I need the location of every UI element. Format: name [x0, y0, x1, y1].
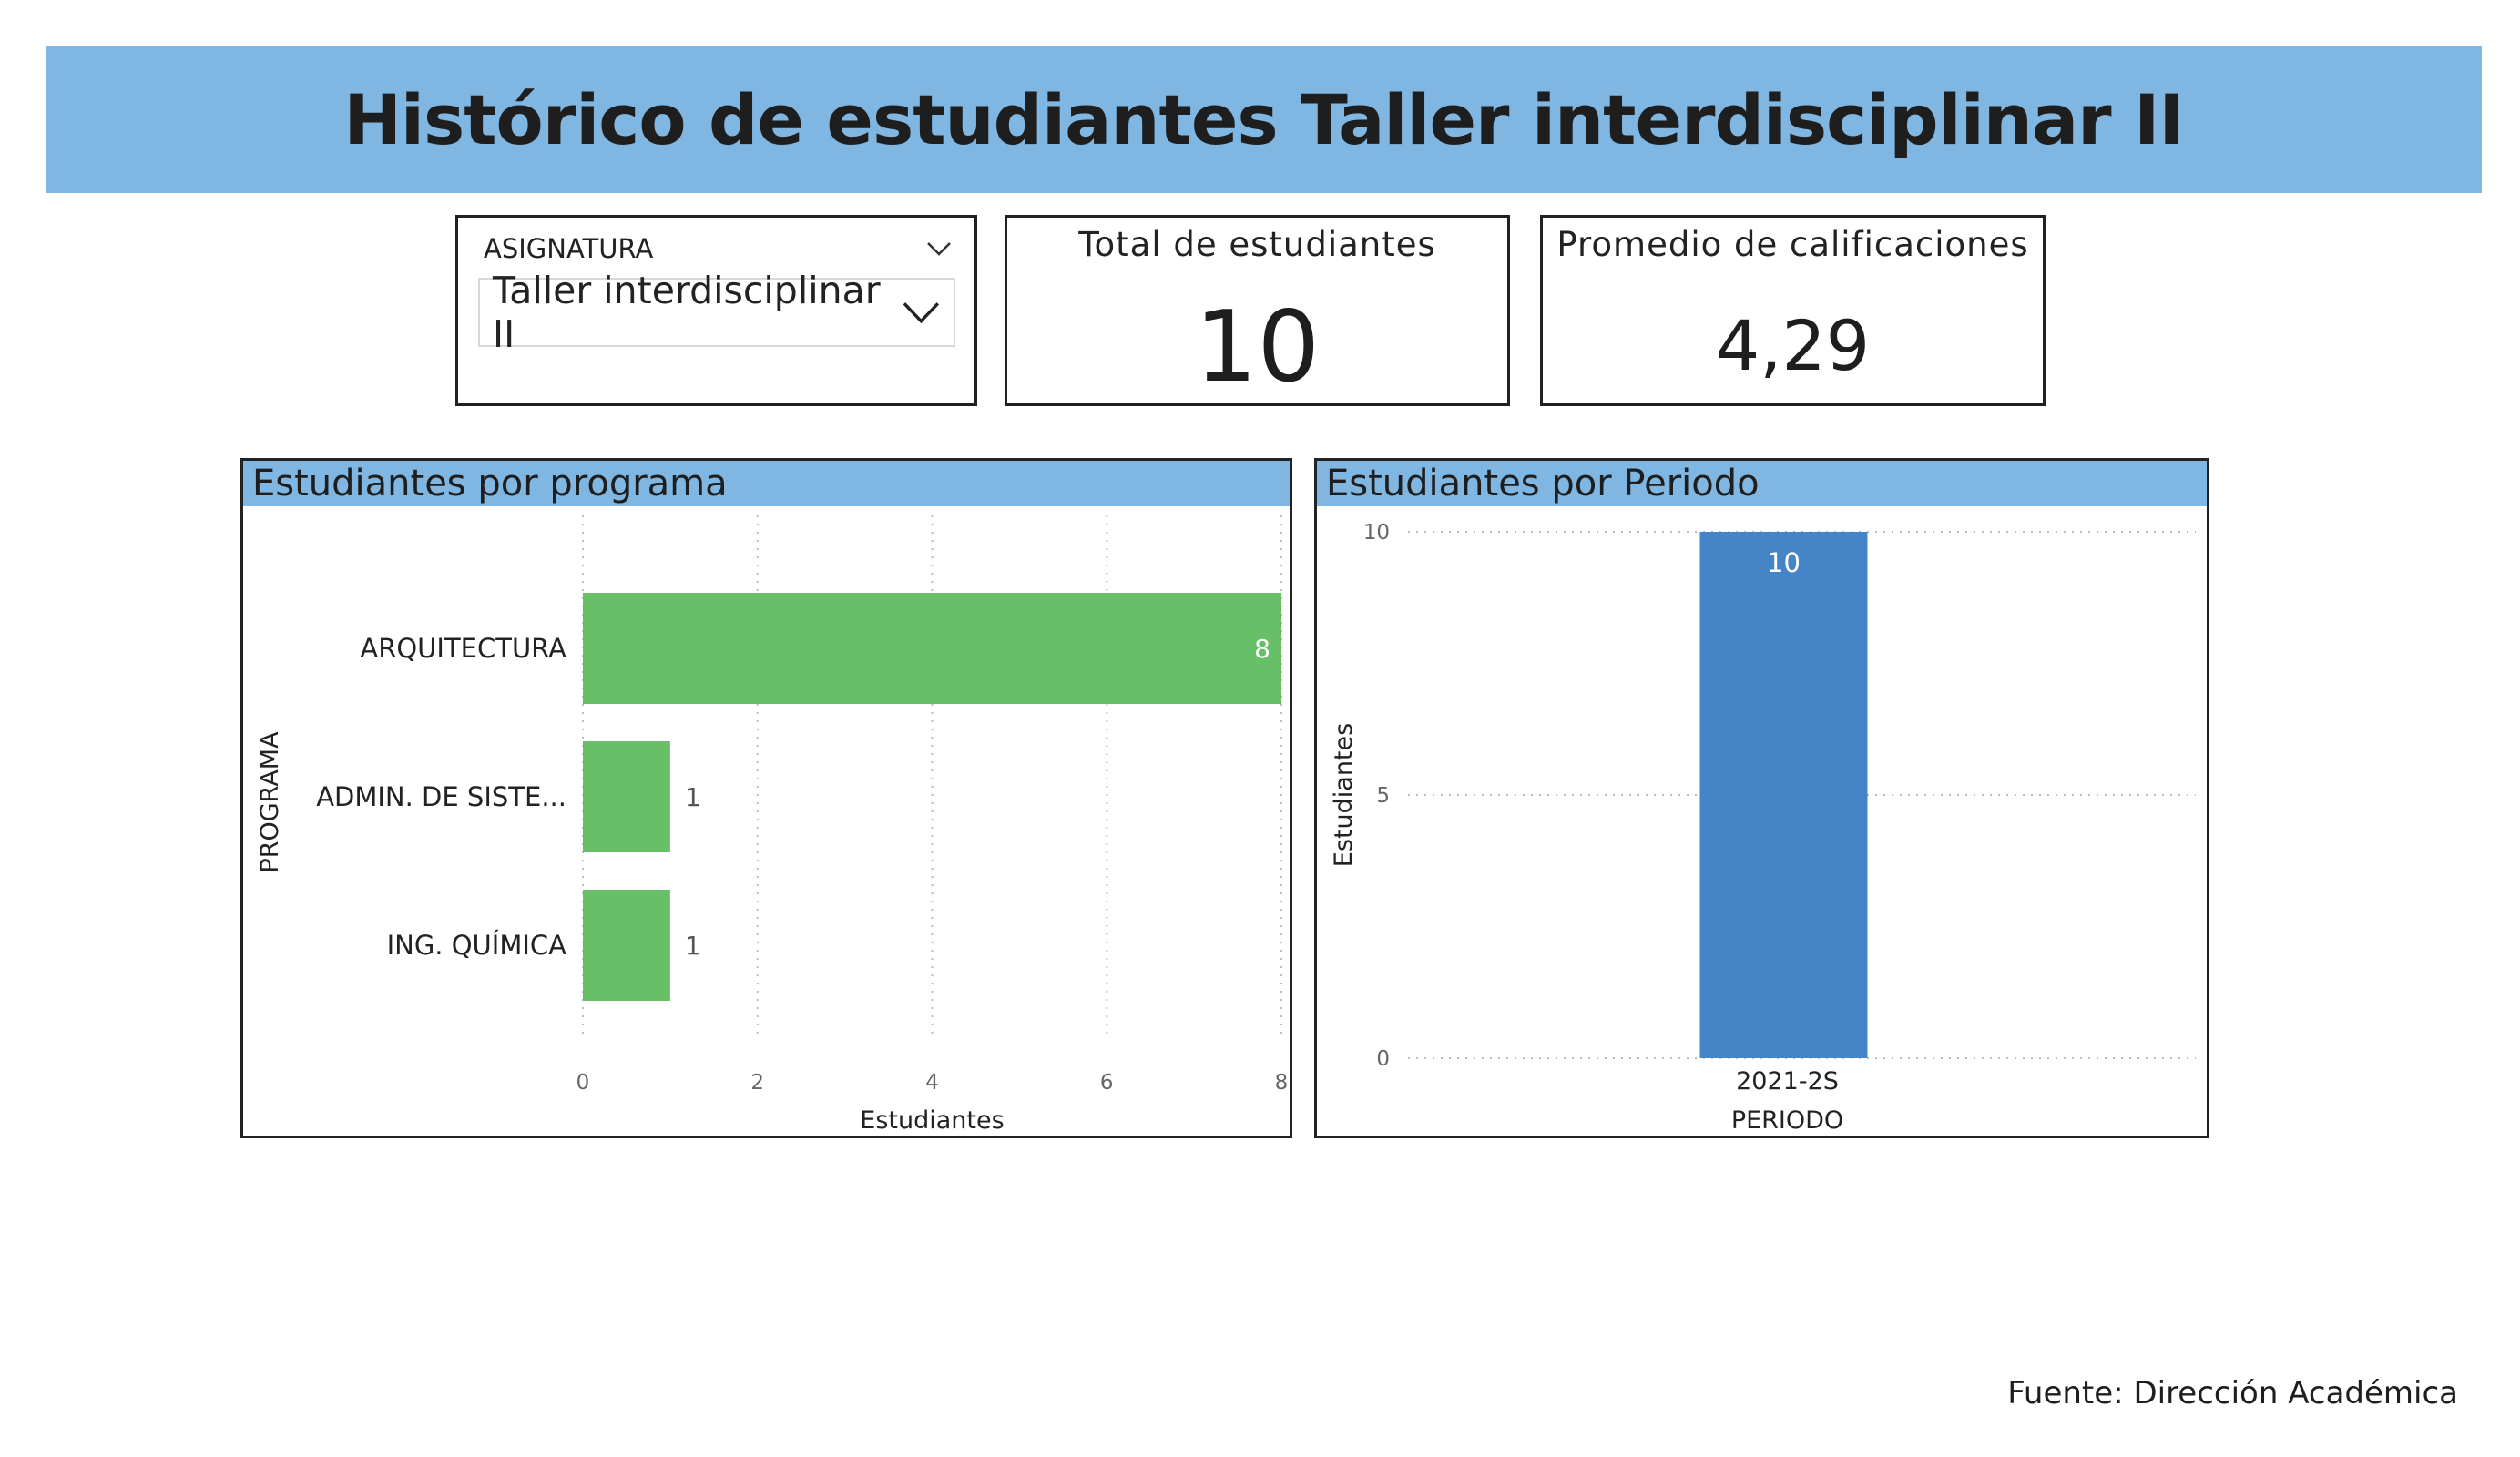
slicer-header[interactable]: ASIGNATURA	[484, 230, 953, 267]
x-tick-label: 8	[1275, 1071, 1289, 1095]
x-axis-title: PERIODO	[1731, 1106, 1843, 1135]
average-grade-value: 4,29	[1715, 305, 1871, 386]
total-students-card: Total de estudiantes 10	[1005, 215, 1510, 406]
slicer-dropdown[interactable]: Taller interdisciplinar II	[478, 269, 955, 356]
periodo-panel-title: Estudiantes por Periodo	[1317, 461, 2207, 506]
source-footer: Fuente: Dirección Académica	[2007, 1375, 2458, 1411]
asignatura-slicer: ASIGNATURA Taller interdisciplinar II	[455, 215, 977, 406]
y-tick-label: 5	[1376, 784, 1390, 808]
x-tick-label: 2	[750, 1071, 764, 1095]
page-title: Histórico de estudiantes Taller interdis…	[343, 78, 2184, 160]
y-axis-title: Estudiantes	[1330, 723, 1358, 867]
periodo-column-chart: 0 5 10 10 2021-2S PERIODO Estudiantes	[1330, 521, 2196, 1135]
x-tick-label: 6	[1100, 1071, 1114, 1095]
data-label: 1	[685, 931, 701, 961]
category-label: ING. QUÍMICA	[387, 930, 567, 961]
chevron-down-icon[interactable]	[925, 239, 953, 258]
x-axis-title: Estudiantes	[860, 1106, 1004, 1135]
slicer-selected-value: Taller interdisciplinar II	[493, 269, 881, 356]
bar[interactable]	[583, 890, 670, 1001]
category-label: 2021-2S	[1736, 1067, 1839, 1095]
data-label: 8	[1254, 634, 1270, 664]
title-banner: Histórico de estudiantes Taller interdis…	[46, 46, 2482, 193]
x-tick-label: 0	[576, 1071, 590, 1095]
category-label: ARQUITECTURA	[360, 633, 566, 664]
bar[interactable]	[583, 593, 1281, 704]
average-grade-label: Promedio de calificaciones	[1556, 225, 2029, 264]
bar[interactable]	[1699, 532, 1868, 1058]
total-students-value: 10	[1194, 290, 1321, 404]
x-tick-label: 4	[925, 1071, 939, 1095]
y-tick-label: 10	[1363, 521, 1390, 545]
programa-bar-chart: 0 2 4 6 8 ARQUITECTURA 8 ADMIN. DE SISTE... 1 ING…	[256, 515, 1289, 1135]
total-students-label: Total de estudiantes	[1078, 225, 1436, 264]
category-label: ADMIN. DE SISTE...	[316, 781, 566, 812]
average-grade-card: Promedio de calificaciones 4,29	[1540, 215, 2046, 406]
programa-panel-title: Estudiantes por programa	[243, 461, 1290, 506]
chevron-down-icon[interactable]	[902, 299, 941, 326]
periodo-panel: 0 5 10 10 2021-2S PERIODO Estudiantes Estudian…	[1314, 458, 2209, 1138]
data-label: 1	[685, 782, 701, 812]
data-label: 10	[1767, 547, 1801, 578]
bar[interactable]	[583, 741, 670, 852]
slicer-label: ASIGNATURA	[484, 233, 654, 264]
programa-panel: 0 2 4 6 8 ARQUITECTURA 8 ADMIN. DE SISTE... 1 ING…	[240, 458, 1292, 1138]
y-tick-label: 0	[1376, 1047, 1390, 1071]
y-axis-title: PROGRAMA	[256, 731, 284, 873]
